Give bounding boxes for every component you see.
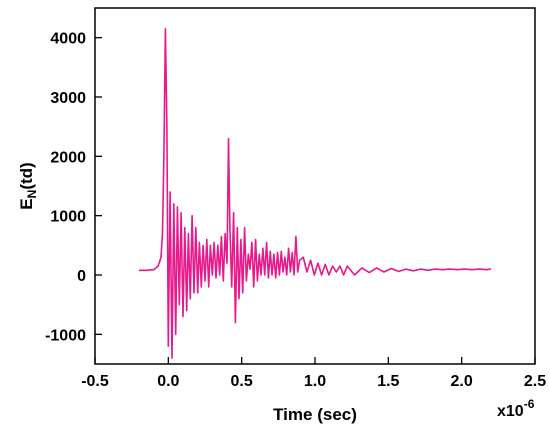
x-multiplier-base: x10: [497, 403, 524, 420]
x-multiplier: x10-6: [497, 397, 535, 420]
series-line: [139, 28, 492, 359]
x-tick-label: 2.5: [524, 373, 546, 390]
x-tick-label: -0.5: [81, 373, 109, 390]
x-axis: -0.5 0.0 0.5 1.0 1.5 2.0 2.5: [81, 357, 546, 390]
x-tick-label: 1.5: [377, 373, 399, 390]
plot-frame: [94, 7, 536, 365]
y-tick-label: 4000: [50, 31, 86, 48]
y-tick-label: 3000: [50, 90, 86, 107]
x-tick-label: 1.0: [304, 373, 326, 390]
y-tick-label: 0: [77, 268, 86, 285]
x-tick-label: 0.5: [231, 373, 253, 390]
y-axis-title: EN(td): [17, 162, 39, 209]
x-tick-label: 0.0: [157, 373, 179, 390]
x-multiplier-exponent: -6: [524, 397, 535, 411]
y-tick-label: -1000: [45, 327, 86, 344]
y-axis-title-suffix: (td): [17, 162, 36, 189]
y-axis-title-sub: N: [25, 190, 39, 199]
y-axis: -1000 0 1000 2000 3000 4000: [45, 31, 102, 344]
y-tick-label: 1000: [50, 209, 86, 226]
x-tick-label: 2.0: [451, 373, 473, 390]
y-tick-label: 2000: [50, 149, 86, 166]
x-axis-title: Time (sec): [273, 405, 357, 424]
y-axis-title-main: E: [17, 198, 36, 209]
